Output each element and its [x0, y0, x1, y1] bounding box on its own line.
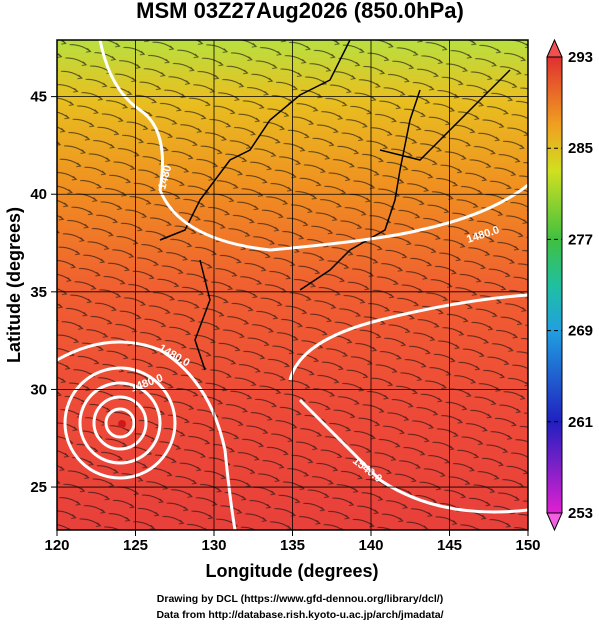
x-tick-label: 125 — [123, 537, 148, 554]
x-tick-label: 145 — [437, 537, 462, 554]
y-tick-label: 25 — [30, 479, 47, 496]
colorbar-tick-label: 285 — [568, 140, 593, 157]
colorbar-tick-label: 269 — [568, 323, 593, 340]
colorbar-tick-label: 277 — [568, 231, 593, 248]
y-tick-label: 45 — [30, 89, 47, 106]
colorbar-extend-top — [546, 38, 563, 58]
x-axis-label: Longitude (degrees) — [205, 561, 378, 581]
x-tick-label: 120 — [44, 537, 69, 554]
y-tick-label: 40 — [30, 186, 47, 203]
x-tick-label: 135 — [280, 537, 305, 554]
map-title: MSM 03Z27Aug2026 (850.0hPa) — [136, 0, 464, 23]
x-tick-label: 140 — [358, 537, 383, 554]
colorbar-tick-label: 253 — [568, 505, 593, 522]
typhoon-eye — [118, 420, 126, 428]
y-tick-label: 30 — [30, 381, 47, 398]
colorbar-tick-label: 293 — [568, 49, 593, 66]
colorbar-extend-bottom — [546, 512, 563, 532]
credit: Data from http://database.rish.kyoto-u.a… — [156, 609, 443, 621]
x-tick-label: 150 — [515, 537, 540, 554]
colorbar-scale — [546, 56, 563, 514]
coastline — [159, 39, 511, 371]
contours — [56, 39, 529, 531]
x-tick-label: 130 — [201, 537, 226, 554]
colorbar-tick-label: 261 — [568, 414, 593, 431]
y-tick-label: 35 — [30, 284, 47, 301]
colorbar — [546, 38, 563, 532]
y-axis-label: Latitude (degrees) — [4, 207, 24, 363]
credit: Drawing by DCL (https://www.gfd-dennou.o… — [157, 593, 443, 605]
